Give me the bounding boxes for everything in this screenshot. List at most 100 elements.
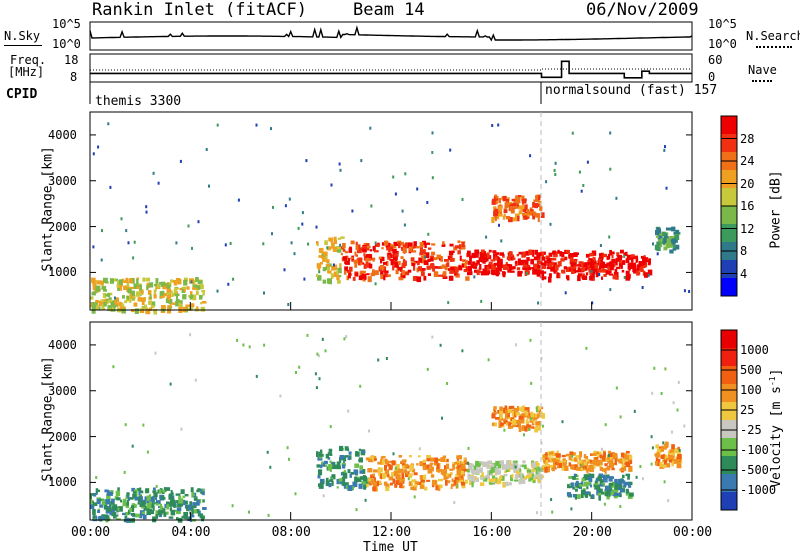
heat-cell xyxy=(510,463,514,470)
heat-cell xyxy=(531,468,535,472)
heat-cell xyxy=(524,260,529,267)
heat-cell xyxy=(150,496,155,503)
heat-cell xyxy=(585,467,591,472)
heat-cell xyxy=(362,469,366,474)
power-cbar-tick-label: 12 xyxy=(740,221,755,236)
heat-cell xyxy=(457,240,461,244)
heat-cell xyxy=(522,215,526,218)
heat-cell xyxy=(491,217,495,223)
heat-cell xyxy=(231,504,234,508)
velocity-cbar-swatch xyxy=(721,366,737,384)
heat-cell xyxy=(583,454,587,459)
heat-cell xyxy=(411,263,416,267)
heat-cell xyxy=(591,250,597,256)
heat-cell xyxy=(445,479,448,486)
heat-cell xyxy=(176,510,181,515)
heat-cell xyxy=(391,460,396,466)
heat-cell xyxy=(354,251,357,256)
heat-cell xyxy=(146,284,149,291)
heat-cell xyxy=(97,306,101,310)
heat-cell xyxy=(164,283,170,286)
heat-cell xyxy=(639,465,642,468)
heat-cell xyxy=(150,510,155,515)
heat-cell xyxy=(485,474,490,480)
heat-cell xyxy=(446,262,450,268)
heat-cell xyxy=(176,517,179,521)
heat-cell xyxy=(111,305,115,311)
heat-cell xyxy=(518,478,522,485)
heat-cell xyxy=(392,175,395,179)
heat-cell xyxy=(577,268,583,272)
heat-cell xyxy=(654,461,658,466)
heat-cell xyxy=(523,476,526,480)
heat-cell xyxy=(436,254,442,260)
heat-cell xyxy=(91,307,96,314)
power-cbar-tick-label: 16 xyxy=(740,199,755,213)
heat-cell xyxy=(270,127,272,131)
heat-cell xyxy=(612,492,616,497)
x-tick-label: 16:00 xyxy=(472,525,512,540)
heat-cell xyxy=(368,478,374,482)
heat-cell xyxy=(367,468,373,473)
heat-cell xyxy=(102,293,107,298)
heat-cell xyxy=(591,260,594,266)
heat-cell xyxy=(669,244,673,248)
heat-cell xyxy=(648,259,651,266)
heat-cell xyxy=(317,469,323,476)
heat-cell xyxy=(200,302,203,305)
heat-cell xyxy=(177,501,182,508)
heat-cell xyxy=(110,500,115,505)
heat-cell xyxy=(413,495,416,499)
heat-cell xyxy=(678,448,681,452)
heat-cell xyxy=(650,462,653,466)
heat-cell xyxy=(454,477,460,482)
heat-cell xyxy=(365,262,371,268)
heat-cell xyxy=(198,510,201,515)
heat-cell xyxy=(599,466,604,471)
heat-cell xyxy=(539,205,543,211)
heat-cell xyxy=(627,263,631,270)
heat-cell xyxy=(440,469,443,475)
heat-cell xyxy=(520,413,526,418)
heat-cell xyxy=(584,262,590,266)
heat-cell xyxy=(267,513,270,517)
heat-cell xyxy=(526,469,532,473)
heat-cell xyxy=(105,499,111,505)
heat-cell xyxy=(355,451,360,457)
heat-cell xyxy=(491,478,496,482)
heat-cell xyxy=(540,212,545,218)
heat-cell xyxy=(574,456,578,462)
heat-cell xyxy=(560,258,565,262)
heat-cell xyxy=(502,425,505,428)
heat-cell xyxy=(640,269,645,272)
heat-cell xyxy=(511,198,516,202)
heat-cell xyxy=(195,290,199,296)
heat-cell xyxy=(491,124,494,127)
heat-cell xyxy=(380,274,384,280)
heat-cell xyxy=(614,485,617,489)
heat-cell xyxy=(382,475,386,479)
noise-sky-series xyxy=(89,25,693,42)
heat-cell xyxy=(627,481,633,486)
heat-cell xyxy=(604,463,608,467)
heat-cell xyxy=(550,498,553,501)
heat-cell xyxy=(130,512,136,516)
heat-cell xyxy=(530,417,533,421)
heat-cell xyxy=(635,475,638,479)
heat-cell xyxy=(585,456,589,460)
heat-cell xyxy=(248,510,250,514)
heat-cell xyxy=(512,202,517,207)
heat-cell xyxy=(542,256,546,261)
heat-cell xyxy=(616,266,621,270)
heat-cell xyxy=(369,249,372,252)
heat-cell xyxy=(670,451,675,458)
heat-cell xyxy=(449,148,452,152)
heat-cell xyxy=(463,268,468,273)
heat-cell xyxy=(124,423,127,427)
heat-cell xyxy=(494,467,499,473)
heat-cell xyxy=(187,224,190,228)
heat-cell xyxy=(625,258,630,264)
heat-cell xyxy=(332,263,335,267)
heat-cell xyxy=(341,481,346,486)
heat-cell xyxy=(565,453,570,457)
